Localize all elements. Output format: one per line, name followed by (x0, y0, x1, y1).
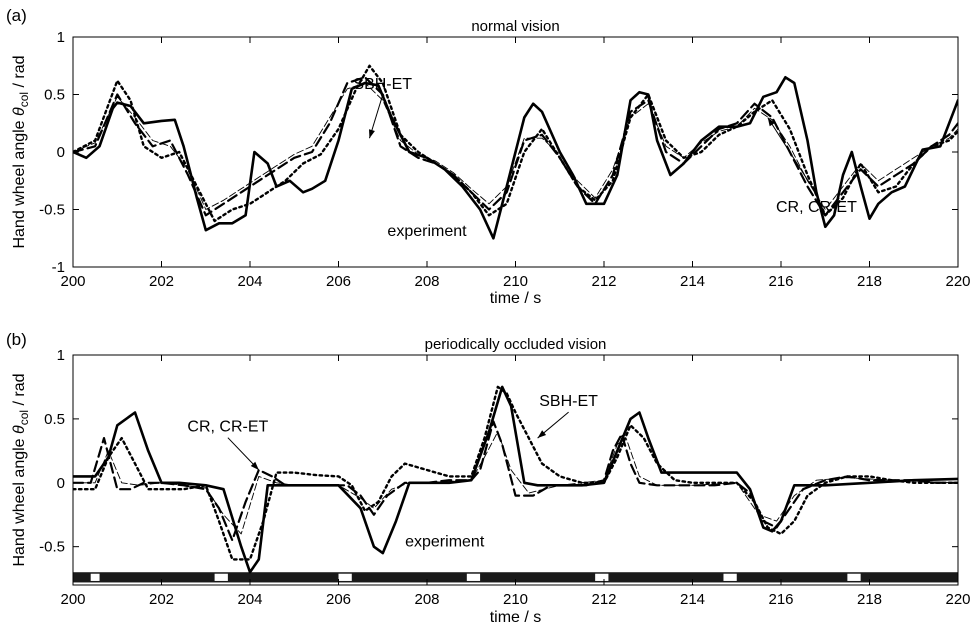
y-tick-label: 0 (57, 144, 65, 161)
occlusion-window (214, 573, 228, 581)
occlusion-window (90, 573, 100, 581)
occlusion-window (338, 573, 352, 581)
x-tick-label: 216 (768, 591, 793, 608)
x-tick-label: 208 (414, 591, 439, 608)
annotation-label: SBH-ET (539, 393, 598, 410)
series-line-dashed (73, 76, 958, 217)
annotation-label: CR, CR-ET (776, 199, 857, 216)
y-axis-label-unit: / rad (11, 373, 28, 409)
series-line-dotted (73, 385, 958, 561)
y-tick-label: 0.5 (44, 87, 65, 104)
annotation-arrowhead (767, 117, 775, 127)
occlusion-window (466, 573, 481, 581)
occlusion-window (847, 573, 861, 581)
series-line-solid (73, 76, 958, 240)
x-tick-label: 214 (680, 273, 705, 290)
y-axis-label-text: Hand wheel angle (11, 116, 28, 249)
x-tick-label: 210 (503, 591, 528, 608)
y-axis-label-symbol: θ (11, 425, 28, 434)
x-tick-label: 208 (414, 273, 439, 290)
x-tick-label: 214 (680, 591, 705, 608)
annotation-arrowhead (537, 430, 547, 439)
annotation-arrowhead (250, 461, 259, 470)
y-tick-label: 1 (57, 29, 65, 46)
y-tick-label: -1 (52, 259, 65, 276)
x-tick-label: 202 (149, 591, 174, 608)
y-axis-label: Hand wheel angle θcol / rad (11, 373, 31, 566)
panel-label: (a) (6, 6, 27, 25)
y-tick-label: -0.5 (39, 539, 65, 556)
occlusion-bar (73, 572, 958, 583)
occlusion-window (723, 573, 737, 581)
x-tick-label: 210 (503, 273, 528, 290)
y-axis-label-symbol: θ (11, 107, 28, 116)
y-axis-label-unit: / rad (11, 55, 28, 91)
x-tick-label: 200 (60, 591, 85, 608)
x-tick-label: 220 (945, 273, 970, 290)
plot-frame (72, 354, 959, 586)
y-tick-label: -0.5 (39, 202, 65, 219)
chart-title: periodically occluded vision (425, 336, 607, 353)
x-axis-label: time / s (490, 290, 542, 307)
chart-title: normal vision (471, 18, 559, 35)
series-line-thin (73, 82, 958, 210)
x-tick-label: 200 (60, 273, 85, 290)
x-axis-label: time / s (490, 609, 542, 625)
y-axis-label-subscript: col (17, 92, 31, 107)
panel-label: (b) (6, 330, 27, 349)
y-tick-label: 0 (57, 475, 65, 492)
x-tick-label: 202 (149, 273, 174, 290)
annotation-arrow (767, 117, 817, 195)
y-axis-label-text: Hand wheel angle (11, 434, 28, 567)
y-tick-label: 0.5 (44, 411, 65, 428)
x-tick-label: 206 (326, 273, 351, 290)
annotation-label: SBH-ET (353, 76, 412, 93)
x-tick-label: 206 (326, 591, 351, 608)
series-line-dotted (73, 64, 958, 223)
y-axis-label: Hand wheel angle θcol / rad (11, 55, 31, 248)
series-line-thin (73, 431, 958, 535)
x-tick-label: 218 (857, 273, 882, 290)
x-tick-label: 212 (591, 591, 616, 608)
y-tick-label: 1 (57, 347, 65, 364)
annotation-label: CR, CR-ET (187, 419, 268, 436)
x-tick-label: 220 (945, 591, 970, 608)
occlusion-window (595, 573, 609, 581)
x-tick-label: 212 (591, 273, 616, 290)
series-line-solid (73, 385, 958, 574)
annotation-label: experiment (405, 534, 485, 551)
annotation-arrowhead (368, 129, 375, 139)
y-axis-label-subscript: col (17, 410, 31, 425)
x-tick-label: 204 (237, 273, 262, 290)
x-tick-label: 218 (857, 591, 882, 608)
x-tick-label: 204 (237, 591, 262, 608)
x-tick-label: 216 (768, 273, 793, 290)
annotation-label: experiment (387, 223, 467, 240)
